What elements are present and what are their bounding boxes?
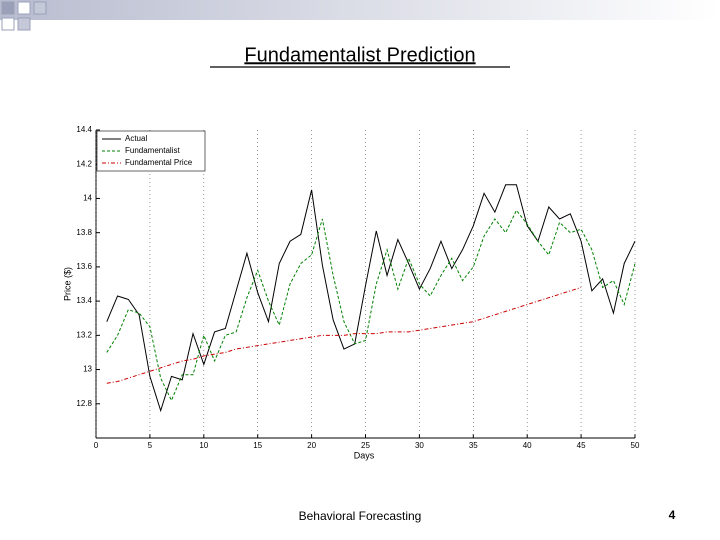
y-tick-label: 13.2 (76, 330, 92, 339)
x-axis-label: Days (354, 450, 375, 460)
x-tick-label: 35 (469, 441, 478, 450)
legend-label: Fundamental Price (125, 158, 193, 167)
x-tick-label: 25 (361, 441, 370, 450)
legend-label: Fundamentalist (125, 146, 180, 155)
line-series (106, 209, 636, 402)
slide-title: Fundamentalist Prediction (244, 44, 475, 66)
x-tick-label: 5 (148, 441, 153, 450)
y-tick-label: 12.8 (76, 399, 92, 408)
footer: Behavioral Forecasting (299, 509, 422, 523)
x-tick-label: 15 (253, 441, 262, 450)
y-tick-label: 13.6 (76, 262, 92, 271)
x-tick-label: 10 (199, 441, 208, 450)
x-tick-label: 20 (307, 441, 316, 450)
x-tick-label: 45 (577, 441, 586, 450)
line-series (106, 286, 582, 384)
x-tick-label: 0 (94, 441, 99, 450)
legend-label: Actual (125, 134, 147, 143)
page-number: 4 (669, 508, 676, 522)
header-band (0, 0, 720, 20)
line-series (106, 184, 636, 413)
x-tick-label: 30 (415, 441, 424, 450)
y-tick-label: 14.2 (76, 159, 92, 168)
corner-squares (1, 1, 47, 31)
x-tick-label: 50 (631, 441, 640, 450)
x-tick-label: 40 (523, 441, 532, 450)
y-tick-label: 14 (83, 194, 92, 203)
y-tick-label: 13 (83, 365, 92, 374)
y-axis-label: Price ($) (62, 267, 72, 301)
y-tick-label: 13.4 (76, 296, 92, 305)
y-tick-label: 13.8 (76, 228, 92, 237)
y-tick-label: 14.4 (76, 125, 92, 134)
